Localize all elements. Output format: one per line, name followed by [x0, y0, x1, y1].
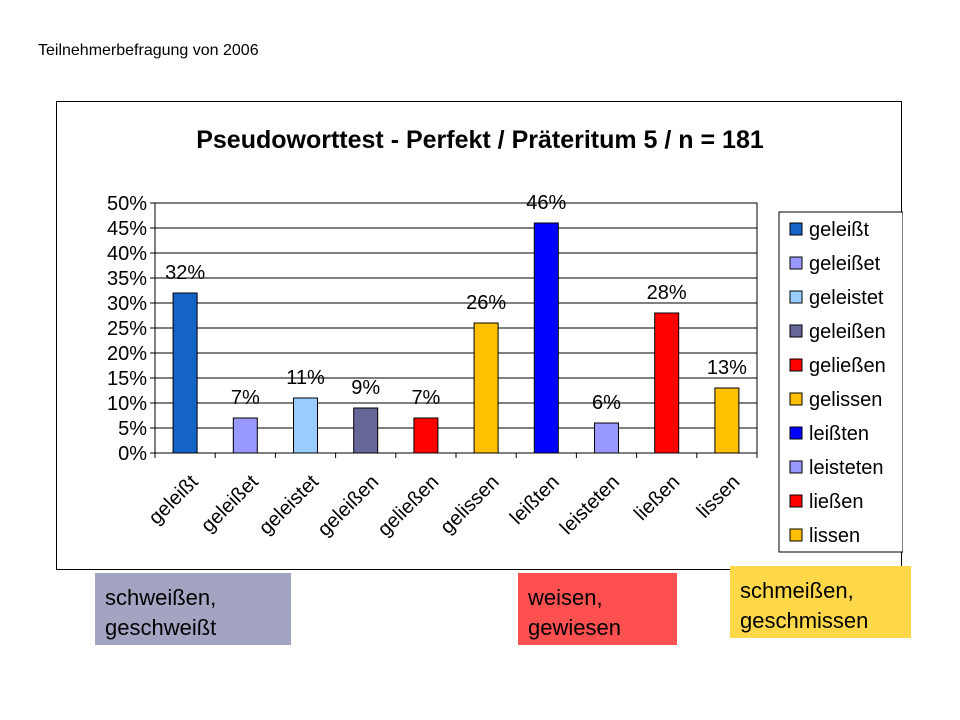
x-tick-label: ließen	[630, 471, 684, 525]
bar	[473, 322, 499, 454]
data-label: 28%	[647, 282, 687, 304]
y-tick-label: 5%	[118, 418, 147, 440]
chart-frame: Pseudoworttest - Perfekt / Präteritum 5 …	[56, 101, 903, 570]
legend-swatch	[789, 358, 803, 372]
data-label: 6%	[592, 392, 621, 414]
note-weisen: weisen, gewiesen	[518, 573, 677, 645]
data-label: 11%	[286, 367, 325, 389]
legend-label: leißten	[809, 423, 869, 445]
y-tick-label: 45%	[107, 218, 147, 240]
note-schmeissen: schmeißen, geschmissen	[730, 566, 911, 638]
bar	[654, 312, 680, 454]
legend-label: geleißen	[809, 321, 886, 343]
bar	[714, 387, 740, 454]
y-tick-label: 40%	[107, 243, 147, 265]
bar	[172, 292, 198, 454]
legend: geleißt geleißet geleistet geleißen geließen…	[778, 211, 903, 553]
bar-chart: Pseudoworttest - Perfekt / Präteritum 5 …	[107, 126, 903, 553]
data-label: 32%	[165, 262, 205, 284]
x-tick-label: geleißet	[197, 471, 263, 537]
data-label: 7%	[411, 387, 440, 409]
bar	[232, 417, 258, 454]
legend-swatch	[789, 256, 803, 270]
legend-label: geließen	[809, 355, 886, 377]
x-tick-label: geleißen	[313, 471, 383, 541]
plot-area: 0% 5% 10% 15% 20% 25% 30% 35% 40% 45% 50% 32% geleiß…	[107, 192, 758, 541]
chart-title: Pseudoworttest - Perfekt / Präteritum 5 …	[196, 126, 764, 154]
x-tick-label: geließen	[374, 471, 444, 541]
y-tick-label: 10%	[107, 393, 147, 415]
data-label: 7%	[231, 387, 260, 409]
legend-label: geleistet	[809, 287, 884, 309]
data-label: 13%	[707, 357, 747, 379]
y-tick-label: 50%	[107, 193, 147, 215]
legend-swatch	[789, 528, 803, 542]
y-tick-label: 0%	[118, 443, 147, 465]
legend-swatch	[789, 460, 803, 474]
y-tick-label: 35%	[107, 268, 147, 290]
legend-label: geleißet	[809, 253, 881, 275]
note-schweissen: schweißen, geschweißt	[95, 573, 291, 645]
slide-caption: Teilnehmerbefragung von 2006	[38, 42, 259, 59]
legend-swatch	[789, 324, 803, 338]
bar	[533, 222, 559, 454]
x-tick-label: lissen	[693, 471, 745, 523]
x-tick-label: gelissen	[436, 471, 503, 538]
legend-swatch	[789, 426, 803, 440]
legend-label: geleißt	[809, 219, 869, 241]
x-tick-label: leißten	[506, 471, 564, 529]
y-tick-label: 15%	[107, 368, 147, 390]
bar	[353, 407, 379, 454]
y-tick-label: 30%	[107, 293, 147, 315]
legend-label: leisteten	[809, 457, 884, 479]
bar	[594, 422, 619, 454]
legend-swatch	[789, 494, 803, 508]
legend-label: ließen	[809, 491, 863, 513]
bar	[413, 417, 439, 454]
x-tick-label: geleißt	[145, 471, 203, 529]
data-label: 26%	[466, 292, 506, 314]
y-tick-label: 25%	[107, 318, 147, 340]
legend-swatch	[789, 290, 803, 304]
y-tick-label: 20%	[107, 343, 147, 365]
data-label: 46%	[526, 192, 566, 214]
data-label: 9%	[351, 377, 380, 399]
legend-swatch	[789, 392, 803, 406]
legend-label: gelissen	[809, 389, 882, 411]
x-tick-label: leisteten	[556, 471, 624, 539]
legend-label: lissen	[809, 525, 860, 547]
x-tick-label: geleistet	[255, 471, 324, 540]
legend-swatch	[789, 222, 803, 236]
bar	[293, 397, 318, 454]
